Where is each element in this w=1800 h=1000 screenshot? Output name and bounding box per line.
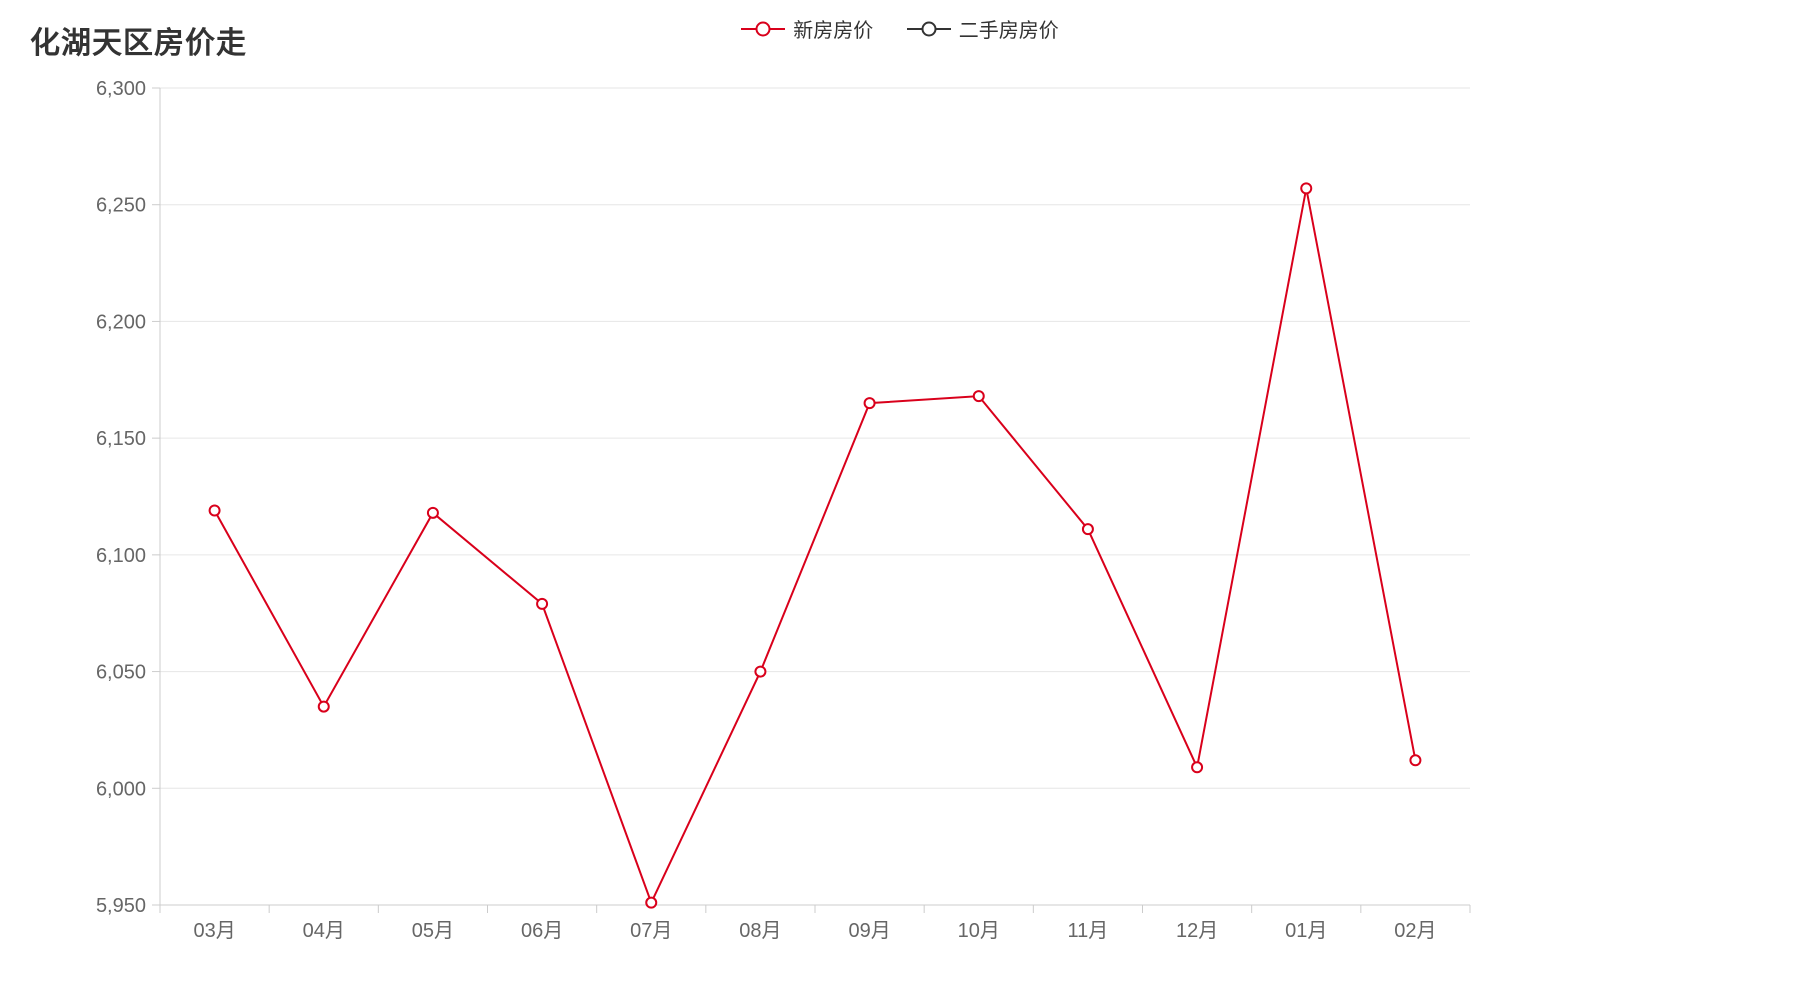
data-point[interactable] [865, 398, 875, 408]
x-tick-label: 04月 [303, 920, 345, 942]
gridlines [160, 88, 1470, 905]
data-point[interactable] [1192, 762, 1202, 772]
data-point[interactable] [319, 702, 329, 712]
series-line [215, 188, 1416, 902]
plot-area [210, 183, 1421, 907]
data-point[interactable] [537, 599, 547, 609]
y-tick-label: 6,050 [96, 662, 146, 684]
x-tick-label: 12月 [1176, 920, 1218, 942]
y-axis: 5,950 6,000 6,050 6,100 6,150 6,200 6,250 6,300 [96, 78, 160, 917]
y-tick-label: 5,950 [96, 895, 146, 917]
data-point[interactable] [210, 506, 220, 516]
data-point[interactable] [1301, 183, 1311, 193]
x-tick-label: 07月 [630, 920, 672, 942]
x-tick-label: 10月 [958, 920, 1000, 942]
data-point[interactable] [1083, 524, 1093, 534]
x-axis: 03月 04月 05月 06月 07月 08月 09月 10月 11月 12月 01月 02月 [160, 905, 1470, 942]
y-tick-label: 6,150 [96, 428, 146, 450]
y-tick-label: 6,300 [96, 78, 146, 100]
data-point[interactable] [646, 898, 656, 908]
x-tick-label: 09月 [848, 920, 890, 942]
x-tick-label: 11月 [1068, 920, 1109, 942]
y-tick-label: 6,250 [96, 195, 146, 217]
data-point[interactable] [428, 508, 438, 518]
data-point[interactable] [755, 667, 765, 677]
x-tick-label: 03月 [193, 920, 235, 942]
x-tick-label: 02月 [1394, 920, 1436, 942]
chart-container: 化湖天区房价走 新房房价 二手房房价 5,9506,0006,0506,1006… [0, 0, 1800, 1000]
x-tick-label: 05月 [412, 920, 454, 942]
y-tick-label: 6,000 [96, 778, 146, 800]
y-tick-label: 6,200 [96, 311, 146, 333]
x-tick-label: 08月 [739, 920, 781, 942]
line-chart: 5,950 6,000 6,050 6,100 6,150 6,200 6,250 6,300… [0, 0, 1800, 1000]
data-point[interactable] [974, 391, 984, 401]
data-point[interactable] [1410, 755, 1420, 765]
x-tick-label: 06月 [521, 920, 563, 942]
x-tick-label: 01月 [1285, 920, 1327, 942]
y-tick-label: 6,100 [96, 545, 146, 567]
